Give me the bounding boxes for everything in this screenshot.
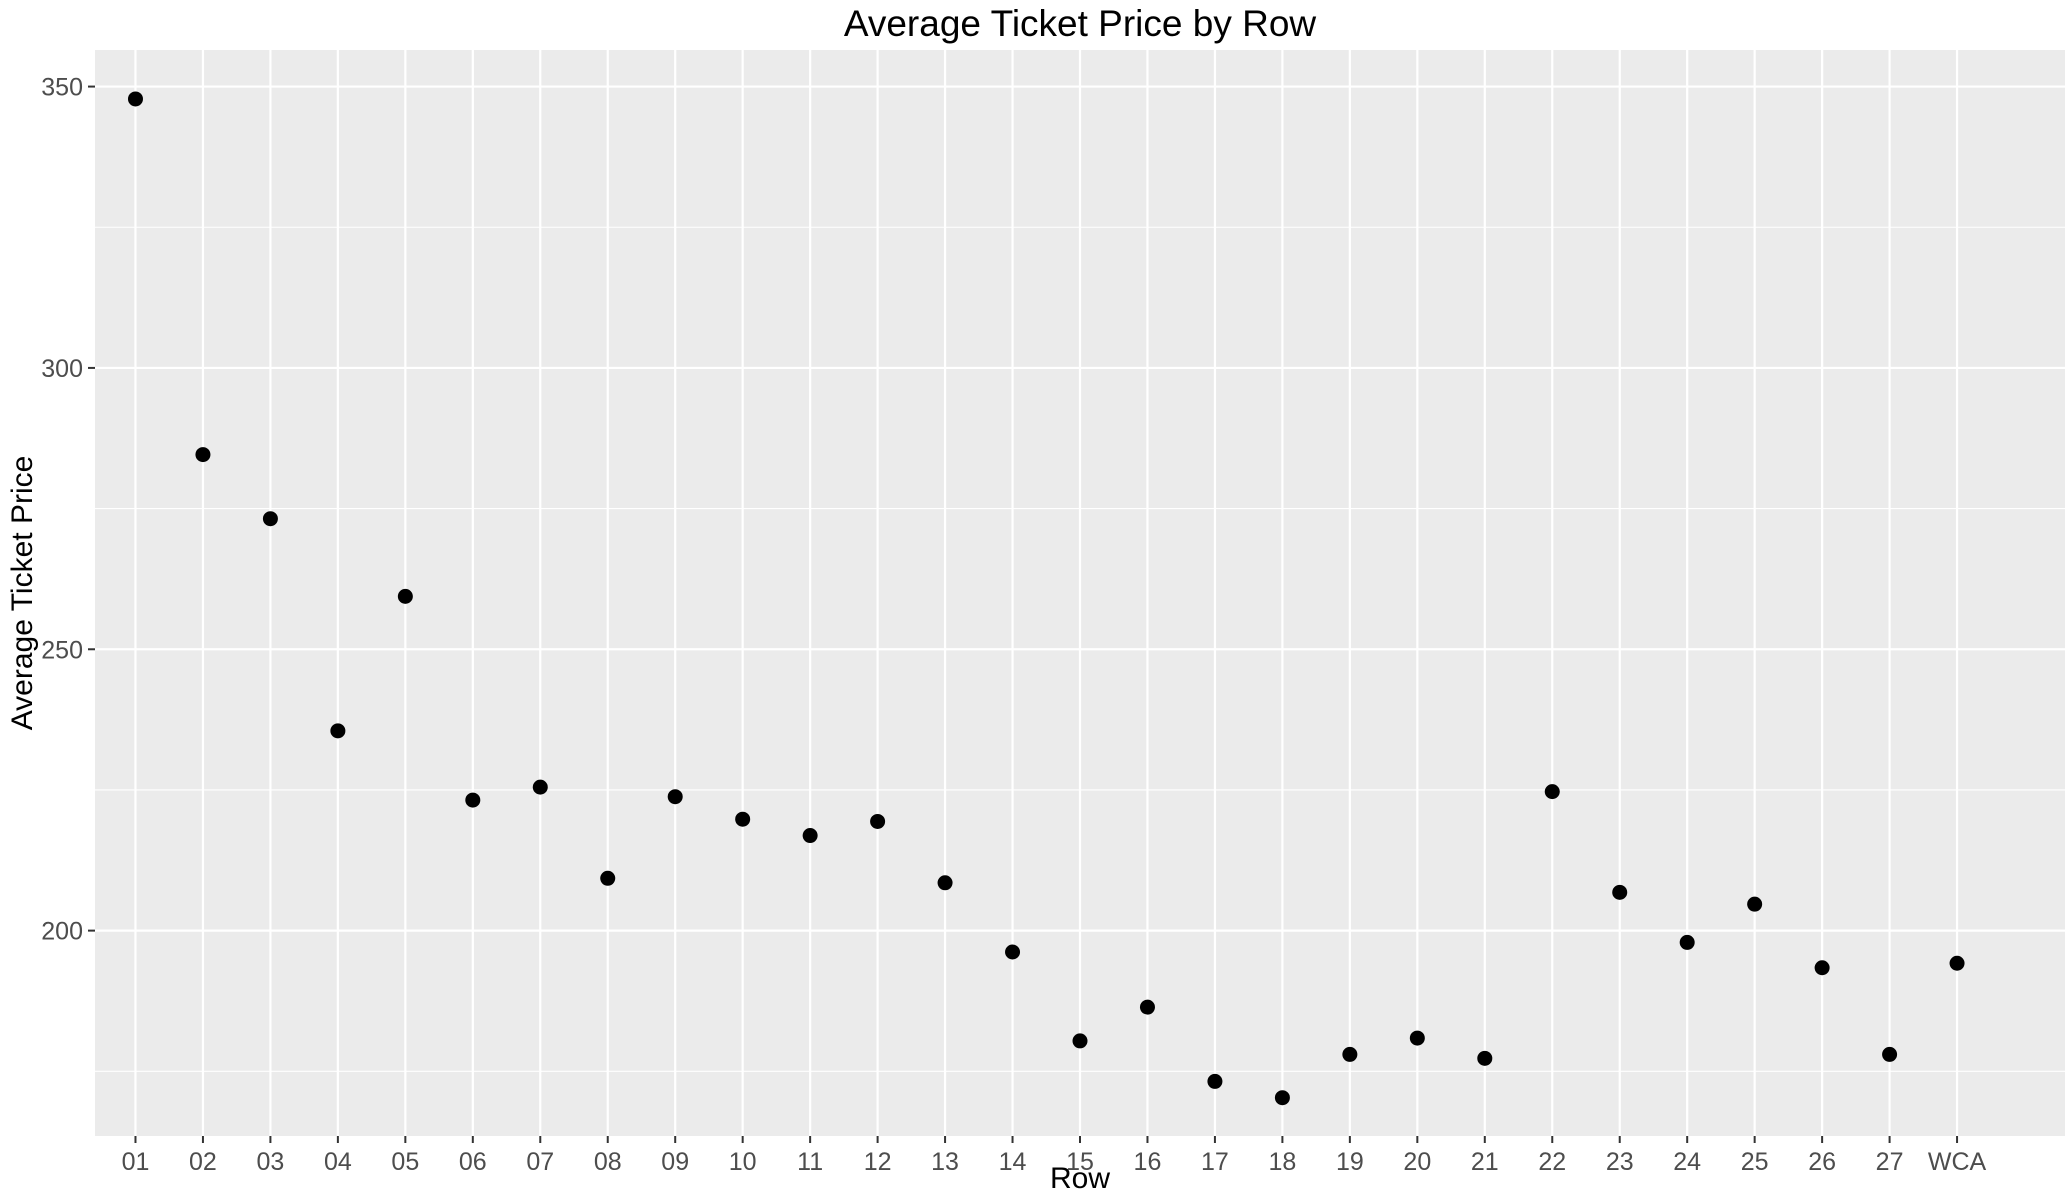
data-point (1207, 1073, 1223, 1089)
x-tick-label: 05 (391, 1148, 419, 1176)
gridlines (95, 50, 2065, 1136)
data-point (937, 875, 953, 891)
data-point (330, 723, 346, 739)
data-point (195, 447, 211, 463)
x-tick-label: 22 (1538, 1148, 1566, 1176)
x-tick-label: 24 (1673, 1148, 1701, 1176)
x-tick-label: 20 (1403, 1148, 1431, 1176)
data-point (1477, 1050, 1493, 1066)
data-point (1949, 955, 1965, 971)
x-tick-label: 21 (1471, 1148, 1499, 1176)
y-tick-label: 300 (41, 355, 83, 383)
x-tick-label: 04 (324, 1148, 352, 1176)
data-point (532, 779, 548, 795)
data-point (1139, 999, 1155, 1015)
y-tick-label: 350 (41, 74, 83, 102)
x-tick-label: 17 (1201, 1148, 1229, 1176)
x-tick-label: 01 (122, 1148, 150, 1176)
data-point (1005, 944, 1021, 960)
x-axis-title: Row (1050, 1162, 1110, 1195)
x-tick-label: 16 (1134, 1148, 1162, 1176)
data-point (735, 811, 751, 827)
data-points (127, 91, 1965, 1106)
data-point (1544, 784, 1560, 800)
x-tick-label: 03 (257, 1148, 285, 1176)
data-point (1409, 1030, 1425, 1046)
x-axis: 01 02 03 04 05 06 07 08 09 10 11 12 13 14 15 16 17 18 19 20… (122, 1136, 1987, 1176)
y-axis-title: Average Ticket Price (6, 456, 39, 731)
x-tick-label: 09 (661, 1148, 689, 1176)
data-point (262, 511, 278, 527)
x-tick-label: 23 (1606, 1148, 1634, 1176)
data-point (870, 813, 886, 829)
x-tick-label: 27 (1876, 1148, 1904, 1176)
data-point (667, 789, 683, 805)
data-point (1814, 960, 1830, 976)
data-point (1679, 934, 1695, 950)
x-tick-label: 19 (1336, 1148, 1364, 1176)
data-point (1747, 896, 1763, 912)
data-point (127, 91, 143, 107)
x-tick-label: 11 (797, 1148, 823, 1176)
data-point (1342, 1046, 1358, 1062)
y-axis: 200 250 300 350 (41, 74, 95, 946)
x-tick-label: 15 (1066, 1148, 1094, 1176)
data-point (1612, 884, 1628, 900)
x-tick-label: 08 (594, 1148, 622, 1176)
data-point (1882, 1046, 1898, 1062)
x-tick-label: 14 (999, 1148, 1027, 1176)
x-tick-label: 06 (459, 1148, 487, 1176)
x-tick-label: 26 (1808, 1148, 1836, 1176)
y-tick-label: 250 (41, 636, 83, 664)
x-tick-label: 25 (1741, 1148, 1769, 1176)
x-tick-label: 02 (189, 1148, 217, 1176)
data-point (1274, 1090, 1290, 1106)
data-point (465, 792, 481, 808)
chart-title: Average Ticket Price by Row (844, 3, 1317, 44)
x-tick-label: 13 (931, 1148, 959, 1176)
data-point (600, 870, 616, 886)
x-tick-label: 10 (729, 1148, 757, 1176)
x-tick-label: WCA (1928, 1148, 1987, 1176)
x-tick-label: 07 (526, 1148, 554, 1176)
y-tick-label: 200 (41, 918, 83, 946)
data-point (1072, 1033, 1088, 1049)
x-tick-label: 18 (1268, 1148, 1296, 1176)
data-point (397, 588, 413, 604)
data-point (802, 828, 818, 844)
x-tick-label: 12 (864, 1148, 892, 1176)
